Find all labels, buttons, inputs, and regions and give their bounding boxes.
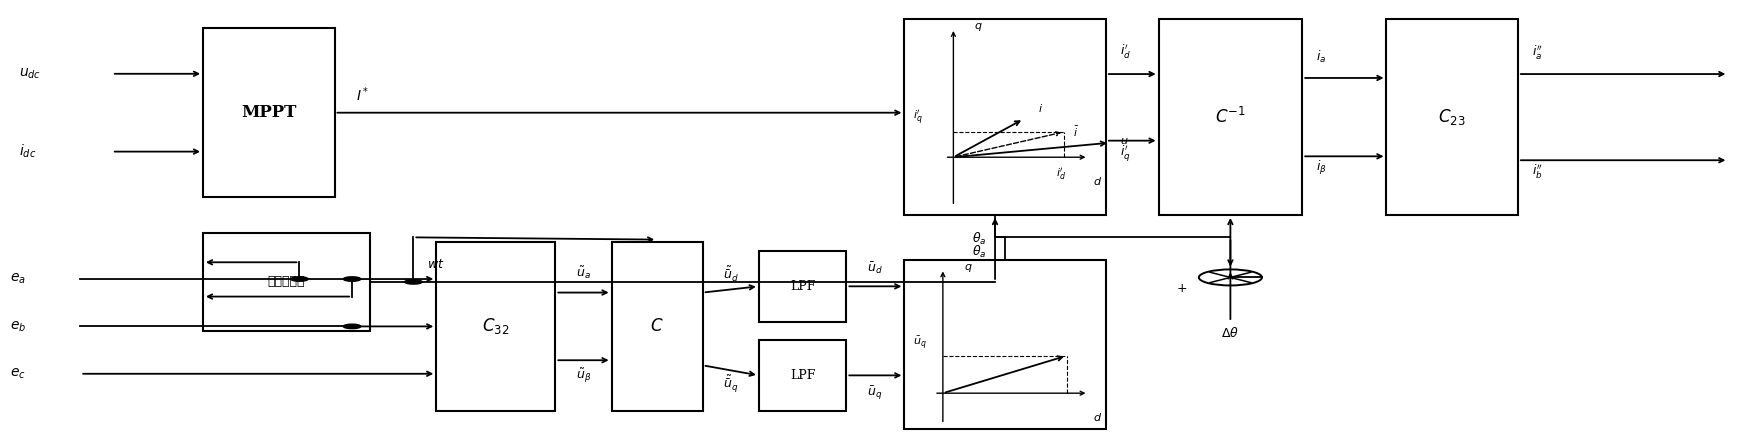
Text: $\tilde{\bar{u}}_q$: $\tilde{\bar{u}}_q$ xyxy=(723,373,737,394)
Text: $\bar{u}_q$: $\bar{u}_q$ xyxy=(913,335,927,351)
Bar xyxy=(611,242,702,411)
Text: $+$: $+$ xyxy=(1176,282,1186,295)
Bar xyxy=(1158,19,1302,215)
Text: $i_d'$: $i_d'$ xyxy=(1055,166,1065,182)
Text: $d$: $d$ xyxy=(1092,411,1100,423)
Text: $C_{23}$: $C_{23}$ xyxy=(1437,107,1465,127)
Text: $\theta_a$: $\theta_a$ xyxy=(971,231,986,247)
Circle shape xyxy=(404,280,421,284)
Circle shape xyxy=(342,277,360,281)
Text: $i_q'$: $i_q'$ xyxy=(1120,143,1130,163)
Text: $e_c$: $e_c$ xyxy=(11,366,26,381)
Text: LPF: LPF xyxy=(790,369,814,382)
Text: $\tilde{\bar{u}}_d$: $\tilde{\bar{u}}_d$ xyxy=(723,265,739,284)
Text: $I^*$: $I^*$ xyxy=(355,86,369,104)
Circle shape xyxy=(291,277,309,281)
Text: $\theta_a$: $\theta_a$ xyxy=(971,244,986,260)
Text: $q$: $q$ xyxy=(963,262,972,274)
Bar xyxy=(1386,19,1516,215)
Text: MPPT: MPPT xyxy=(240,104,297,121)
Text: $i_q'$: $i_q'$ xyxy=(913,109,923,127)
Text: $wt$: $wt$ xyxy=(426,258,444,271)
Text: $i_\beta$: $i_\beta$ xyxy=(1316,159,1327,177)
Text: $\bar{i}$: $\bar{i}$ xyxy=(1072,125,1078,139)
Text: $e_a$: $e_a$ xyxy=(11,272,26,286)
Text: 角频率测量: 角频率测量 xyxy=(267,276,305,289)
Text: $e_b$: $e_b$ xyxy=(11,319,26,334)
Bar xyxy=(758,251,846,322)
Text: $i_a''$: $i_a''$ xyxy=(1530,43,1543,60)
Text: $\bar{u}_d$: $\bar{u}_d$ xyxy=(867,261,883,276)
Bar xyxy=(204,28,333,197)
Text: $i_{dc}$: $i_{dc}$ xyxy=(19,143,37,160)
Text: $i_d'$: $i_d'$ xyxy=(1120,43,1130,60)
Text: $i$: $i$ xyxy=(1037,103,1042,114)
Bar xyxy=(435,242,555,411)
Text: $C^{-1}$: $C^{-1}$ xyxy=(1214,107,1246,127)
Text: $\tilde{u}_\beta$: $\tilde{u}_\beta$ xyxy=(576,366,591,385)
Text: $i_b''$: $i_b''$ xyxy=(1530,163,1543,181)
Text: $C_{32}$: $C_{32}$ xyxy=(483,316,509,336)
Text: $\bar{u}_q$: $\bar{u}_q$ xyxy=(867,384,883,402)
Text: $\tilde{u}_a$: $\tilde{u}_a$ xyxy=(576,264,590,281)
Text: $\Delta\theta$: $\Delta\theta$ xyxy=(1221,327,1239,340)
Text: $C$: $C$ xyxy=(649,318,663,335)
Text: $d$: $d$ xyxy=(1092,175,1100,187)
Text: $i_a$: $i_a$ xyxy=(1316,48,1325,65)
Text: $u$: $u$ xyxy=(1120,136,1128,146)
Bar xyxy=(758,340,846,411)
Text: $u_{dc}$: $u_{dc}$ xyxy=(19,67,40,81)
Text: $q$: $q$ xyxy=(974,22,983,34)
Bar xyxy=(904,260,1106,429)
Text: LPF: LPF xyxy=(790,280,814,293)
Bar xyxy=(904,19,1106,215)
Circle shape xyxy=(342,324,360,329)
Bar xyxy=(204,233,369,331)
